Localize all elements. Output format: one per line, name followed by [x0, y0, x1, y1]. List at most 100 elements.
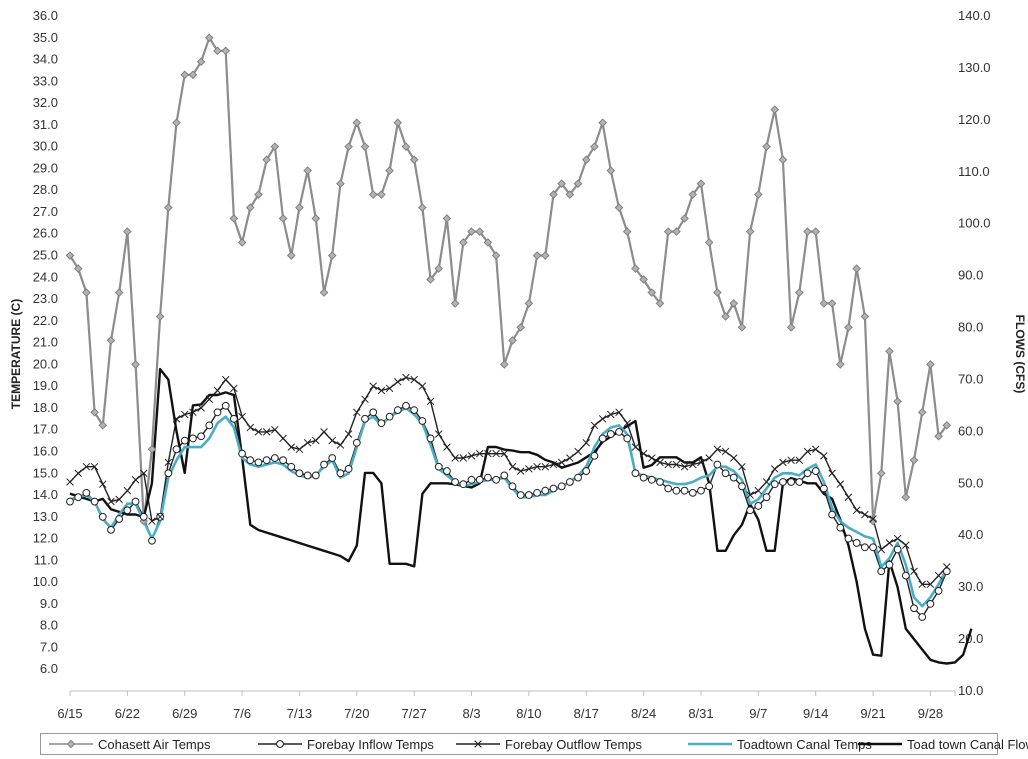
y2-tick-label: 50.0 [958, 475, 983, 490]
data-point-forebay-inflow-temps [869, 543, 877, 552]
data-point-forebay-outflow-temps [770, 465, 779, 473]
data-point-forebay-outflow-temps [549, 460, 558, 469]
data-point-cohasett-air-temps [155, 312, 165, 321]
y2-tick-label: 120.0 [958, 112, 991, 127]
x-tick-label: 8/24 [631, 706, 656, 721]
data-point-forebay-inflow-temps [303, 471, 312, 480]
line-chart: 6.0 7.0 8.0 9.0 10.0 11.0 12.0 13.0 14.0 15.0 16.0… [9, 8, 1027, 721]
data-point-forebay-outflow-temps [861, 510, 869, 519]
data-point-cohasett-air-temps [368, 190, 378, 199]
x-tick-label: 8/17 [574, 706, 599, 721]
data-point-cohasett-air-temps [770, 105, 780, 114]
data-point-cohasett-air-temps [860, 312, 870, 321]
data-point-cohasett-air-temps [336, 179, 345, 188]
data-point-forebay-inflow-temps [205, 421, 214, 430]
data-point-forebay-inflow-temps [270, 454, 279, 462]
data-point-forebay-outflow-temps [943, 563, 951, 571]
data-point-forebay-outflow-temps [631, 443, 640, 451]
data-point-forebay-inflow-temps [336, 469, 345, 478]
data-point-forebay-outflow-temps [361, 395, 369, 403]
data-point-forebay-inflow-temps [721, 469, 730, 478]
data-point-forebay-inflow-temps [328, 454, 337, 462]
data-point-forebay-outflow-temps [516, 467, 525, 475]
data-point-forebay-outflow-temps [336, 441, 345, 449]
data-point-forebay-inflow-temps [434, 462, 443, 471]
data-point-forebay-outflow-temps [705, 454, 713, 462]
data-point-cohasett-air-temps [131, 360, 140, 369]
data-point-forebay-inflow-temps [729, 473, 738, 482]
data-point-forebay-outflow-temps [811, 445, 820, 454]
data-point-cohasett-air-temps [672, 227, 681, 236]
data-point-forebay-outflow-temps [344, 430, 353, 438]
data-point-cohasett-air-temps [745, 227, 755, 236]
y-tick-label: 15.0 [33, 465, 58, 480]
data-point-forebay-inflow-temps [697, 486, 705, 495]
y2-tick-label: 110.0 [958, 164, 990, 179]
data-point-cohasett-air-temps [885, 347, 894, 356]
data-point-forebay-outflow-temps [82, 462, 91, 471]
data-point-forebay-inflow-temps [123, 506, 132, 515]
data-point-forebay-outflow-temps [180, 410, 189, 419]
y-tick-label: 9.0 [40, 596, 58, 611]
data-point-cohasett-air-temps [106, 336, 116, 345]
data-point-forebay-outflow-temps [213, 386, 222, 395]
data-point-forebay-outflow-temps [164, 458, 173, 467]
legend-label: Forebay Outflow Temps [505, 736, 643, 752]
data-point-forebay-outflow-temps [746, 491, 754, 499]
data-point-forebay-inflow-temps [893, 545, 902, 554]
data-point-cohasett-air-temps [147, 444, 157, 454]
data-point-cohasett-air-temps [278, 214, 288, 223]
data-point-forebay-outflow-temps [312, 436, 320, 445]
data-point-forebay-outflow-temps [754, 486, 763, 495]
data-point-cohasett-air-temps [82, 288, 91, 297]
data-point-forebay-inflow-temps [770, 480, 779, 489]
data-point-forebay-outflow-temps [721, 447, 730, 456]
data-point-forebay-outflow-temps [664, 460, 672, 469]
data-point-forebay-inflow-temps [221, 401, 230, 410]
data-point-forebay-outflow-temps [90, 462, 99, 471]
data-point-cohasett-air-temps [852, 264, 861, 273]
data-point-forebay-inflow-temps [279, 456, 287, 465]
legend-label: Cohasett Air Temps [98, 736, 211, 752]
data-point-forebay-outflow-temps [738, 462, 746, 471]
data-point-forebay-outflow-temps [525, 465, 533, 473]
data-point-forebay-outflow-temps [279, 434, 287, 443]
data-point-forebay-inflow-temps [754, 502, 763, 510]
data-point-cohasett-air-temps [893, 397, 902, 406]
y2-tick-label: 140.0 [958, 8, 991, 23]
data-point-cohasett-air-temps [909, 455, 919, 465]
data-point-forebay-inflow-temps [680, 486, 689, 495]
data-point-forebay-outflow-temps [582, 439, 591, 447]
data-point-cohasett-air-temps [114, 288, 124, 297]
data-point-cohasett-air-temps [311, 214, 321, 223]
plot-markers [65, 33, 952, 621]
data-point-cohasett-air-temps [508, 336, 517, 345]
data-point-cohasett-air-temps [614, 203, 624, 212]
data-point-cohasett-air-temps [237, 238, 247, 247]
data-point-cohasett-air-temps [491, 251, 501, 260]
data-point-forebay-inflow-temps [901, 571, 910, 580]
data-point-cohasett-air-temps [139, 516, 149, 526]
data-point-forebay-outflow-temps [254, 428, 263, 436]
data-point-forebay-outflow-temps [123, 486, 132, 495]
data-point-forebay-inflow-temps [557, 482, 566, 491]
data-point-forebay-outflow-temps [353, 408, 361, 417]
data-point-forebay-inflow-temps [819, 484, 828, 493]
data-point-cohasett-air-temps [868, 516, 878, 526]
data-point-forebay-outflow-temps [902, 541, 910, 549]
data-point-cohasett-air-temps [270, 142, 280, 151]
legend: Cohasett Air Temps Forebay Inflow Temps Fo… [40, 733, 1028, 755]
data-point-cohasett-air-temps [819, 299, 829, 308]
data-point-forebay-inflow-temps [647, 475, 656, 484]
data-point-cohasett-air-temps [762, 142, 771, 151]
data-point-forebay-outflow-temps [484, 449, 492, 458]
data-point-forebay-inflow-temps [795, 478, 804, 486]
data-point-forebay-outflow-temps [148, 517, 156, 525]
legend-marker [276, 740, 284, 748]
data-point-forebay-inflow-temps [885, 560, 894, 569]
data-point-forebay-outflow-temps [377, 386, 386, 395]
data-point-forebay-outflow-temps [451, 454, 459, 462]
data-point-cohasett-air-temps [65, 251, 75, 260]
data-point-forebay-outflow-temps [139, 469, 148, 478]
data-point-forebay-inflow-temps [811, 467, 820, 475]
